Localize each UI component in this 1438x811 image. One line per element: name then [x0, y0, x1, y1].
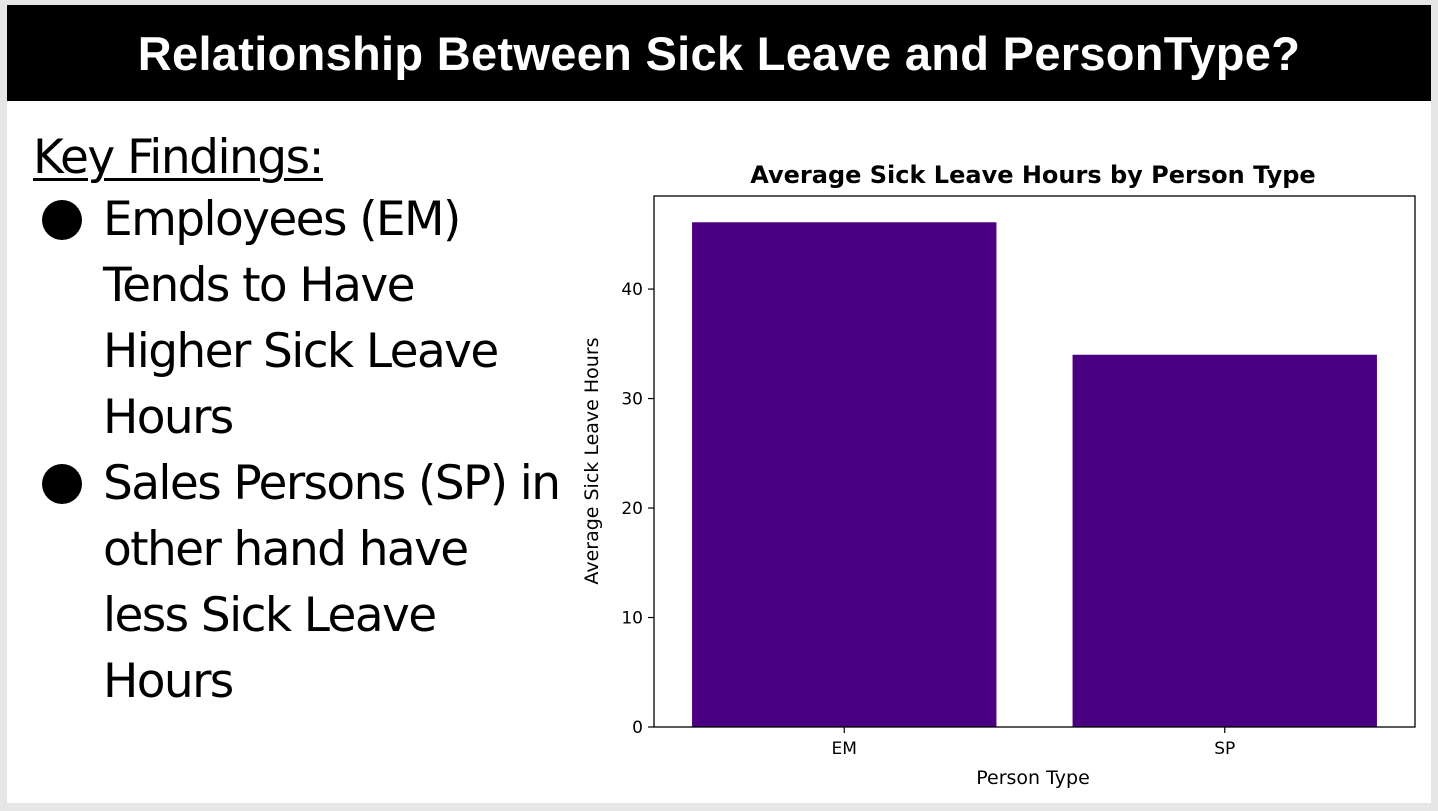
y-tick-label: 0 [632, 718, 643, 738]
y-axis-ticks: 0 10 20 30 40 [621, 280, 654, 738]
chart-title: Average Sick Leave Hours by Person Type [750, 161, 1315, 189]
slide-title: Relationship Between Sick Leave and Pers… [137, 26, 1301, 80]
finding-text: Employees (EM) Tends to Have Higher Sick… [103, 192, 499, 445]
finding-text: Sales Persons (SP) in other hand have le… [103, 456, 561, 709]
x-tick-label: EM [832, 739, 857, 759]
y-tick-label: 40 [621, 280, 643, 300]
y-tick-label: 30 [621, 390, 643, 410]
x-tick-label: SP [1214, 739, 1235, 759]
slide: Relationship Between Sick Leave and Pers… [7, 5, 1431, 803]
y-tick-label: 20 [621, 499, 643, 519]
bullet-icon [42, 464, 82, 504]
bullet-icon [42, 200, 82, 240]
y-tick-label: 10 [621, 609, 643, 629]
key-findings: Key Findings: Employees (EM) Tends to Ha… [33, 129, 593, 715]
bar-em [692, 222, 997, 727]
finding-item: Employees (EM) Tends to Have Higher Sick… [33, 187, 565, 451]
findings-heading: Key Findings: [33, 130, 324, 185]
findings-list: Employees (EM) Tends to Have Higher Sick… [33, 187, 593, 715]
bar-sp [1072, 354, 1377, 727]
plot-frame [653, 195, 1416, 728]
title-bar: Relationship Between Sick Leave and Pers… [7, 5, 1431, 101]
finding-item: Sales Persons (SP) in other hand have le… [33, 451, 565, 715]
bars-group [692, 222, 1377, 727]
x-axis-ticks: EM SP [832, 727, 1235, 759]
x-axis-label: Person Type [976, 767, 1090, 789]
